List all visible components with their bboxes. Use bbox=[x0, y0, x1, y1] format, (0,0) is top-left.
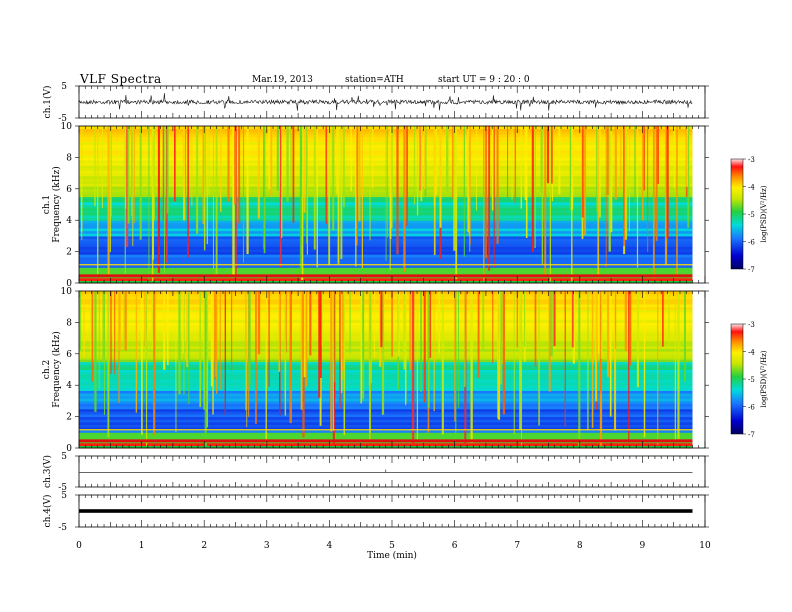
y-axis-label: ch.3(V) bbox=[42, 455, 53, 488]
y-tick-label: 2 bbox=[66, 248, 72, 258]
ch2-spectrogram: 0 2 4 6 8 10 ch.2 Frequency (kHz) -3 -4 -5 -6 -7 log(… bbox=[42, 287, 768, 454]
y-tick-label: 5 bbox=[61, 82, 67, 92]
y-tick-label: 0 bbox=[66, 279, 72, 289]
x-tick-label: 10 bbox=[699, 541, 711, 551]
date-label: Mar.19, 2013 bbox=[252, 75, 313, 85]
colorbar-tick-label: -5 bbox=[748, 376, 755, 384]
colorbar-tick-label: -4 bbox=[748, 184, 755, 192]
y-tick-label: 10 bbox=[61, 122, 73, 132]
x-tick-label: 5 bbox=[389, 541, 395, 551]
waveform-line bbox=[78, 93, 693, 111]
waveform-line bbox=[79, 509, 693, 513]
y-tick-label: 2 bbox=[66, 413, 72, 423]
ch4-waveform: 5 -5 ch.4(V) bbox=[42, 491, 709, 533]
x-tick-label: 9 bbox=[640, 541, 646, 551]
y-axis-label: ch.1 bbox=[42, 195, 52, 214]
colorbar-tick-label: -4 bbox=[748, 349, 755, 357]
colorbar bbox=[730, 323, 744, 435]
colorbar-tick-label: -6 bbox=[748, 404, 755, 412]
colorbar-tick-label: -6 bbox=[748, 239, 755, 247]
y-tick-label: -5 bbox=[58, 523, 67, 533]
ch1-spectrogram: 0 2 4 6 8 10 ch.1 Frequency (kHz) -3 -4 -5 -6 -7 log(… bbox=[42, 122, 768, 289]
x-tick-label: 3 bbox=[264, 541, 270, 551]
x-tick-label: 1 bbox=[139, 541, 145, 551]
colorbar-label: log(PSD)(V²/Hz) bbox=[760, 185, 768, 242]
x-tick-label: 8 bbox=[577, 541, 583, 551]
station-label: station=ATH bbox=[345, 75, 404, 85]
y-tick-label: 8 bbox=[66, 153, 72, 163]
x-axis-label: Time (min) bbox=[367, 550, 417, 561]
y-tick-label: 5 bbox=[61, 491, 67, 501]
colorbar-label: log(PSD)(V²/Hz) bbox=[760, 350, 768, 407]
y-tick-label: -5 bbox=[58, 114, 67, 124]
y-axis-label: ch.1(V) bbox=[42, 86, 53, 119]
y-tick-label: 5 bbox=[61, 452, 67, 462]
y-tick-label: -5 bbox=[58, 483, 67, 493]
y-axis-label: ch.4(V) bbox=[42, 495, 53, 528]
y-tick-label: 10 bbox=[61, 287, 73, 297]
y-tick-label: 6 bbox=[66, 350, 72, 360]
colorbar bbox=[730, 158, 744, 270]
y-tick-label: 6 bbox=[66, 185, 72, 195]
colorbar-tick-label: -3 bbox=[748, 321, 755, 329]
y-axis-label: ch.2 bbox=[42, 360, 52, 379]
x-tick-label: 7 bbox=[514, 541, 520, 551]
x-tick-label: 6 bbox=[452, 541, 458, 551]
colorbar-tick-label: -3 bbox=[748, 156, 755, 164]
y-tick-label: 4 bbox=[66, 381, 72, 391]
start-time-label: start UT = 9 : 20 : 0 bbox=[438, 75, 530, 85]
x-tick-label: 4 bbox=[327, 541, 333, 551]
colorbar-tick-label: -7 bbox=[748, 431, 755, 439]
ch3-waveform: 5 -5 ch.3(V) bbox=[42, 452, 709, 493]
colorbar-tick-label: -5 bbox=[748, 211, 755, 219]
y-axis-label: Frequency (kHz) bbox=[51, 166, 62, 243]
colorbar-tick-label: -7 bbox=[748, 266, 755, 274]
y-tick-label: 0 bbox=[66, 444, 72, 454]
y-axis-label: Frequency (kHz) bbox=[51, 331, 62, 408]
x-tick-label: 0 bbox=[76, 541, 82, 551]
y-tick-label: 4 bbox=[66, 216, 72, 226]
x-tick-label: 2 bbox=[201, 541, 207, 551]
chart-title: VLF Spectra bbox=[80, 72, 162, 86]
y-tick-label: 8 bbox=[66, 318, 72, 328]
ch1-waveform: 5 -5 ch.1(V) bbox=[42, 82, 709, 124]
